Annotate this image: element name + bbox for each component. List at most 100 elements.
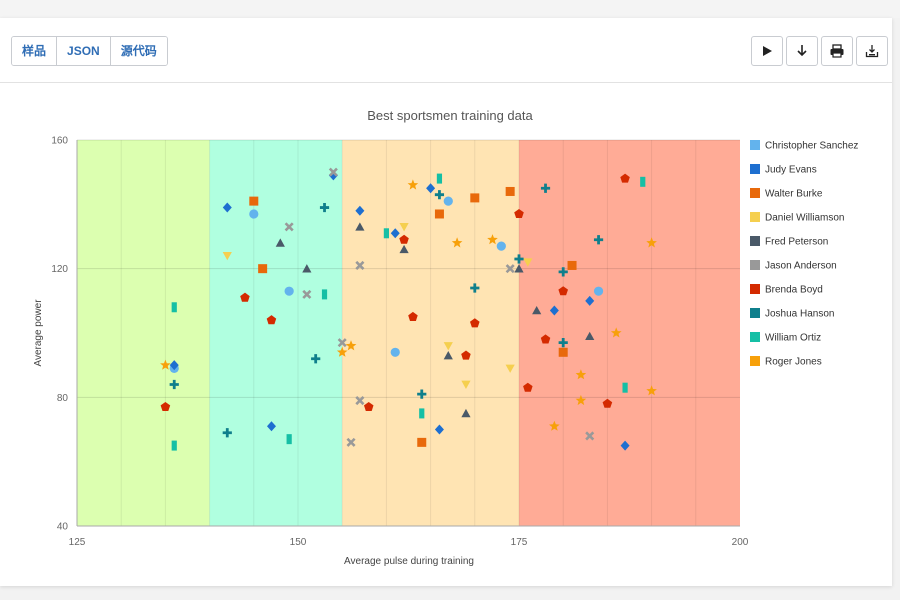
legend: Christopher Sanchez Judy Evans Walter Burk… bbox=[750, 140, 858, 368]
point-fred-peterson bbox=[514, 264, 524, 273]
scatter-chart: Best sportsmen training data 125 150 175 20… bbox=[33, 108, 858, 567]
point-fred-peterson bbox=[461, 408, 471, 418]
plot-band-1 bbox=[77, 140, 210, 526]
legend-swatch-christopher-sanchez bbox=[750, 140, 760, 150]
point-fred-peterson bbox=[302, 264, 312, 273]
point-roger-jones bbox=[451, 237, 463, 248]
point-walter-burke bbox=[558, 347, 568, 357]
point-walter-burke bbox=[505, 186, 515, 196]
y-axis-label: Average power bbox=[33, 299, 44, 367]
x-tick-label: 200 bbox=[732, 537, 749, 548]
point-roger-jones bbox=[646, 237, 657, 248]
point-judy-evans bbox=[169, 360, 179, 371]
download-button[interactable] bbox=[786, 36, 818, 66]
data-points bbox=[160, 167, 657, 451]
x-tick-label: 125 bbox=[69, 537, 86, 548]
point-fred-peterson bbox=[275, 238, 285, 247]
point-judy-evans bbox=[222, 202, 232, 213]
point-william-ortiz bbox=[419, 408, 425, 419]
export-button[interactable] bbox=[856, 36, 888, 66]
point-daniel-williamson bbox=[505, 364, 515, 373]
run-button[interactable] bbox=[751, 36, 783, 66]
point-fred-peterson bbox=[443, 351, 453, 360]
chart-title: Best sportsmen training data bbox=[367, 108, 533, 123]
point-joshua-hanson bbox=[514, 254, 524, 264]
point-judy-evans bbox=[266, 421, 276, 432]
legend-swatch-walter-burke bbox=[750, 188, 760, 198]
point-daniel-williamson bbox=[399, 223, 409, 232]
legend-label-william-ortiz: William Ortiz bbox=[765, 333, 821, 344]
point-roger-jones bbox=[487, 234, 498, 245]
point-joshua-hanson bbox=[558, 267, 568, 277]
point-judy-evans bbox=[549, 305, 559, 316]
print-button[interactable] bbox=[821, 36, 853, 66]
legend-swatch-william-ortiz bbox=[750, 332, 760, 342]
point-roger-jones bbox=[549, 420, 560, 431]
point-jason-anderson bbox=[585, 431, 595, 441]
point-christopher-sanchez bbox=[284, 286, 294, 296]
legend-swatch-brenda-boyd bbox=[750, 284, 760, 294]
point-judy-evans bbox=[585, 295, 595, 306]
point-joshua-hanson bbox=[593, 235, 604, 245]
point-joshua-hanson bbox=[540, 183, 551, 193]
point-daniel-williamson bbox=[443, 342, 453, 351]
point-brenda-boyd bbox=[266, 315, 277, 325]
x-axis-label: Average pulse during training bbox=[344, 556, 474, 567]
point-walter-burke bbox=[434, 209, 444, 219]
point-brenda-boyd bbox=[470, 318, 480, 328]
point-jason-anderson bbox=[337, 338, 347, 348]
point-joshua-hanson bbox=[222, 428, 232, 438]
point-judy-evans bbox=[620, 440, 630, 451]
point-fred-peterson bbox=[532, 305, 542, 315]
export-icon bbox=[865, 45, 879, 58]
plot-band-4 bbox=[519, 140, 740, 526]
point-brenda-boyd bbox=[461, 350, 471, 360]
play-icon bbox=[763, 46, 772, 56]
tab-sample[interactable]: 样品 bbox=[12, 37, 58, 65]
window-top-strip bbox=[0, 0, 900, 18]
point-jason-anderson bbox=[302, 289, 312, 299]
point-walter-burke bbox=[417, 437, 427, 447]
point-william-ortiz bbox=[171, 440, 177, 451]
point-william-ortiz bbox=[383, 228, 389, 239]
point-christopher-sanchez bbox=[496, 241, 506, 251]
legend-label-christopher-sanchez: Christopher Sanchez bbox=[765, 141, 858, 152]
y-tick-label: 120 bbox=[51, 264, 68, 275]
y-tick-label: 160 bbox=[51, 136, 68, 147]
point-william-ortiz bbox=[622, 382, 628, 393]
legend-swatch-jason-anderson bbox=[750, 260, 760, 270]
point-brenda-boyd bbox=[160, 402, 171, 411]
point-walter-burke bbox=[249, 196, 259, 206]
point-roger-jones bbox=[575, 394, 587, 406]
point-roger-jones bbox=[407, 179, 419, 190]
point-fred-peterson bbox=[399, 244, 409, 254]
point-judy-evans bbox=[434, 424, 444, 435]
point-daniel-williamson bbox=[461, 380, 471, 389]
point-brenda-boyd bbox=[523, 382, 533, 392]
point-walter-burke bbox=[258, 264, 268, 274]
point-jason-anderson bbox=[355, 396, 365, 406]
point-joshua-hanson bbox=[319, 202, 330, 213]
grid-lines bbox=[77, 139, 740, 526]
point-brenda-boyd bbox=[408, 311, 418, 321]
tab-source-code[interactable]: 源代码 bbox=[110, 37, 167, 65]
point-joshua-hanson bbox=[434, 190, 445, 200]
point-joshua-hanson bbox=[311, 354, 321, 364]
point-william-ortiz bbox=[640, 176, 646, 187]
point-christopher-sanchez bbox=[593, 286, 604, 296]
legend-label-daniel-williamson: Daniel Williamson bbox=[765, 213, 844, 224]
point-william-ortiz bbox=[321, 289, 328, 300]
point-william-ortiz bbox=[436, 173, 443, 184]
point-brenda-boyd bbox=[399, 234, 409, 244]
point-brenda-boyd bbox=[602, 398, 613, 408]
point-jason-anderson bbox=[505, 264, 515, 274]
point-roger-jones bbox=[160, 359, 171, 370]
point-brenda-boyd bbox=[620, 173, 630, 183]
plot-band-2 bbox=[209, 140, 343, 526]
legend-swatch-judy-evans bbox=[750, 164, 760, 174]
point-roger-jones bbox=[610, 327, 622, 338]
point-brenda-boyd bbox=[514, 209, 524, 218]
tab-json[interactable]: JSON bbox=[57, 37, 111, 65]
point-brenda-boyd bbox=[558, 286, 568, 296]
legend-swatch-joshua-hanson bbox=[750, 308, 760, 318]
